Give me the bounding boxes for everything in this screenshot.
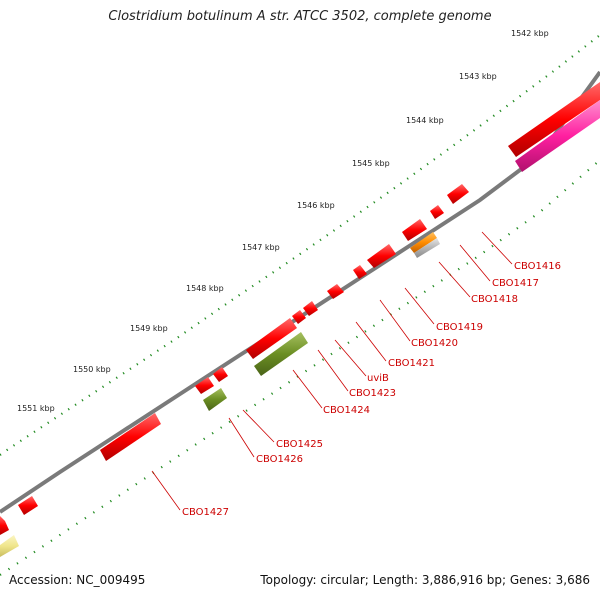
gene-label: CBO1426 xyxy=(256,454,303,465)
gene-feature xyxy=(246,318,297,359)
scale-label: 1544 kbp xyxy=(406,116,444,125)
scale-label: 1549 kbp xyxy=(130,324,168,333)
gene-feature xyxy=(410,232,437,253)
accession-label: Accession: NC_009495 xyxy=(9,573,146,587)
gene-feature xyxy=(414,238,440,258)
scale-label: 1548 kbp xyxy=(186,284,224,293)
gene-label: CBO1417 xyxy=(492,278,539,289)
outer-tick-track xyxy=(0,34,600,456)
genome-summary: Topology: circular; Length: 3,886,916 bp… xyxy=(260,573,590,587)
scale-label: 1551 kbp xyxy=(17,404,55,413)
gene-feature xyxy=(0,516,9,535)
scale-label: 1550 kbp xyxy=(73,365,111,374)
gene-feature xyxy=(430,205,444,219)
gene-feature xyxy=(303,301,318,316)
gene-labels: CBO1416 CBO1417 CBO1418 CBO1419 CBO1420 … xyxy=(182,261,561,518)
gene-feature xyxy=(515,100,600,172)
gene-label: uviB xyxy=(367,373,389,384)
gene-feature xyxy=(254,332,308,376)
scale-label: 1542 kbp xyxy=(511,29,549,38)
gene-label: CBO1423 xyxy=(349,388,396,399)
scale-label: 1545 kbp xyxy=(352,159,390,168)
map-title: Clostridium botulinum A str. ATCC 3502, … xyxy=(108,9,492,24)
gene-feature xyxy=(0,535,19,557)
gene-label: CBO1419 xyxy=(436,322,483,333)
gene-feature xyxy=(402,219,427,241)
gene-feature xyxy=(195,377,214,394)
gene-feature xyxy=(213,367,228,382)
scale-label: 1547 kbp xyxy=(242,243,280,252)
reverse-features xyxy=(0,100,600,557)
gene-label: CBO1418 xyxy=(471,294,518,305)
gene-feature xyxy=(292,310,306,324)
gene-feature xyxy=(353,265,367,279)
leader-lines xyxy=(151,231,513,511)
gene-label: CBO1427 xyxy=(182,507,229,518)
gene-feature xyxy=(100,413,161,461)
gene-feature xyxy=(203,388,227,411)
gene-label: CBO1424 xyxy=(323,405,370,416)
gene-feature xyxy=(508,82,600,157)
gene-label: CBO1420 xyxy=(411,338,458,349)
gene-feature xyxy=(367,244,396,268)
gene-label: CBO1425 xyxy=(276,439,323,450)
gene-label: CBO1416 xyxy=(514,261,561,272)
gene-feature xyxy=(18,496,38,515)
scale-label: 1546 kbp xyxy=(297,201,335,210)
forward-features xyxy=(0,82,600,535)
gene-label: CBO1421 xyxy=(388,358,435,369)
gene-feature xyxy=(447,184,469,204)
gene-feature xyxy=(327,284,344,299)
scale-label: 1543 kbp xyxy=(459,72,497,81)
scale-labels: 1542 kbp 1543 kbp 1544 kbp 1545 kbp 1546… xyxy=(17,29,549,413)
